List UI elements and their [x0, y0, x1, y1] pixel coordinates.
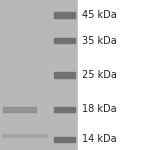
Text: 45 kDa: 45 kDa [82, 10, 117, 20]
Bar [54, 107, 75, 112]
Bar [78, 0, 150, 150]
Bar [54, 72, 75, 78]
Bar [3, 107, 36, 112]
Text: 18 kDa: 18 kDa [82, 105, 117, 114]
Text: 14 kDa: 14 kDa [82, 135, 117, 144]
Bar [0, 0, 78, 150]
Bar [54, 12, 75, 18]
Text: 35 kDa: 35 kDa [82, 36, 117, 45]
Bar [54, 137, 75, 142]
Bar [54, 38, 75, 43]
Text: 25 kDa: 25 kDa [82, 70, 117, 80]
Bar [2, 134, 46, 136]
